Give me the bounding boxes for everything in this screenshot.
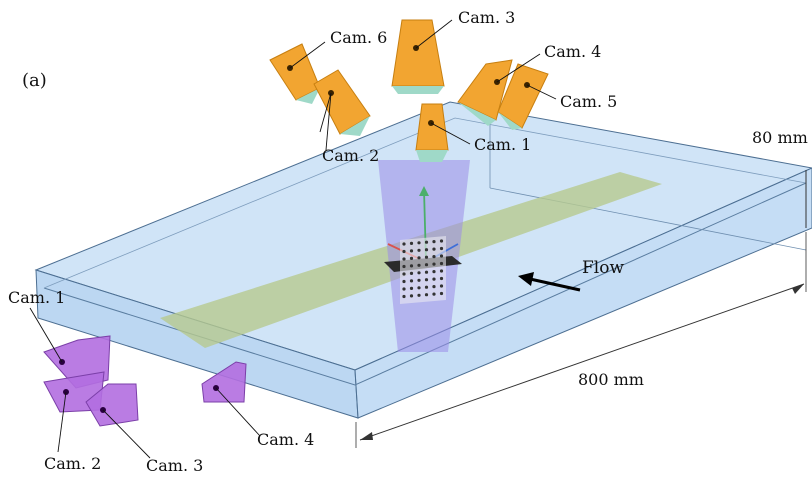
calibration-dot	[402, 249, 406, 254]
calibration-dot	[417, 241, 421, 245]
top-camera-6-label: Cam. 6	[330, 28, 388, 47]
top-camera-1-label: Cam. 1	[474, 135, 532, 154]
calibration-dot	[424, 240, 429, 244]
tank-side-face	[354, 167, 812, 419]
calibration-dot	[432, 255, 436, 259]
panel-label: (a)	[22, 70, 47, 91]
calibration-dot	[439, 261, 444, 266]
calibration-dot	[424, 248, 429, 252]
calibration-dot	[417, 286, 421, 290]
flow-arrow	[518, 272, 581, 292]
tank-inner-rim	[43, 182, 807, 386]
calibration-dot	[432, 292, 436, 296]
calibration-dot	[409, 279, 414, 283]
top-camera-2	[313, 69, 371, 136]
top-camera-3	[391, 19, 445, 94]
calibration-dot	[409, 256, 414, 260]
top-camera-6	[269, 43, 321, 104]
calibration-dot	[402, 272, 406, 276]
calibration-dot	[409, 264, 414, 268]
top-camera-1	[415, 103, 449, 162]
calibration-dot	[402, 287, 406, 291]
calibration-dot	[402, 279, 406, 284]
calibration-dot	[432, 277, 436, 281]
calibration-dot	[417, 248, 421, 252]
calibration-dot	[424, 263, 429, 267]
height-dimension-label: 80 mm	[752, 128, 808, 147]
calibration-dot	[424, 285, 429, 289]
calibration-dot	[417, 293, 421, 297]
calibration-dot	[432, 270, 436, 274]
width-dimension-label: 800 mm	[578, 370, 644, 389]
calibration-dot	[402, 264, 406, 269]
calibration-dot	[409, 294, 414, 298]
calibration-dot	[439, 291, 444, 296]
calibration-dot	[424, 270, 429, 274]
calibration-dot	[424, 278, 429, 282]
calibration-dot	[409, 271, 414, 275]
calibration-dot	[439, 276, 444, 281]
top-camera-5-label: Cam. 5	[560, 92, 618, 111]
calibration-dot	[402, 242, 406, 246]
calibration-dot	[432, 247, 436, 251]
bottom-camera-3	[85, 383, 139, 427]
calibration-dot	[424, 255, 429, 259]
flow-label: Flow	[582, 258, 625, 278]
calibration-dot	[439, 239, 444, 243]
calibration-dot	[439, 284, 444, 288]
calibration-dot	[417, 278, 421, 282]
tank-inner-rim-back	[43, 117, 807, 289]
bottom-camera-1-label: Cam. 1	[8, 288, 66, 307]
calibration-target	[384, 186, 462, 304]
bottom-camera-array	[43, 335, 247, 427]
top-camera-2-label: Cam. 2	[322, 146, 380, 165]
leader-lines	[29, 19, 557, 459]
calibration-dot	[432, 262, 436, 266]
top-camera-4-label: Cam. 4	[544, 42, 602, 61]
dimension-800mm	[355, 232, 807, 448]
bottom-camera-3-label: Cam. 3	[146, 456, 204, 475]
calibration-dot	[417, 271, 421, 275]
calibration-dot	[424, 293, 429, 297]
calibration-dot	[402, 257, 406, 261]
top-camera-3-label: Cam. 3	[458, 8, 516, 27]
calibration-dot	[432, 240, 436, 244]
calibration-dot	[417, 256, 421, 260]
calibration-dots	[402, 239, 444, 299]
bottom-camera-2-label: Cam. 2	[44, 454, 102, 473]
bottom-camera-4-label: Cam. 4	[257, 430, 315, 449]
calibration-dot	[439, 269, 444, 273]
calibration-dot	[402, 294, 406, 299]
calibration-dot	[409, 241, 414, 245]
calibration-dot	[432, 285, 436, 289]
calibration-dot	[417, 263, 421, 267]
calibration-dot	[409, 249, 414, 253]
calibration-dot	[409, 286, 414, 290]
calibration-dot	[439, 246, 444, 251]
calibration-dot	[439, 254, 444, 258]
